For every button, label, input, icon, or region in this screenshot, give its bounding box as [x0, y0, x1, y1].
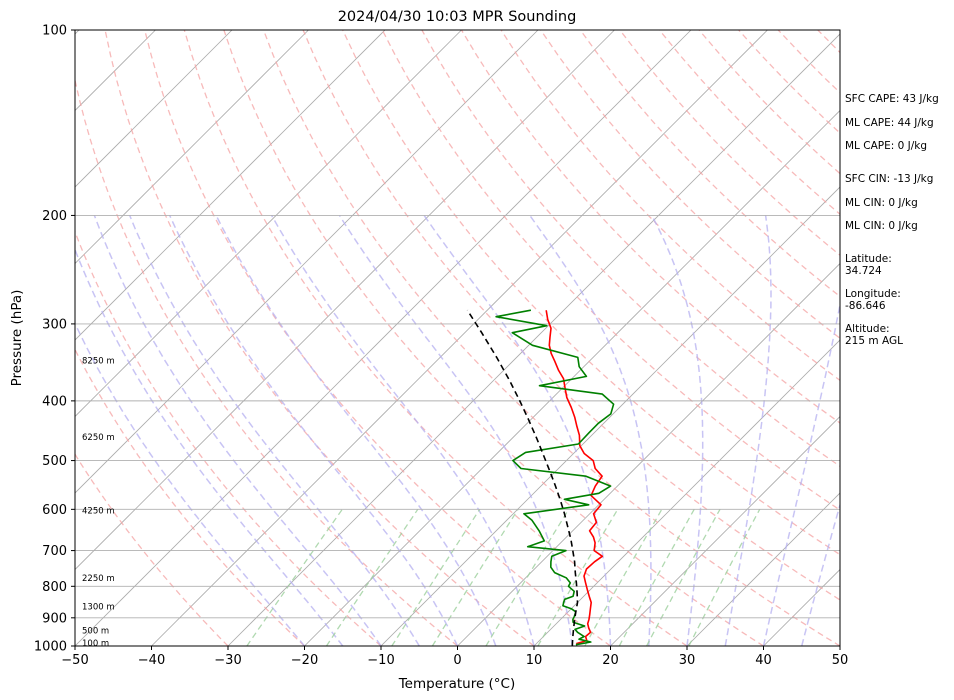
height-label: 4250 m [82, 507, 115, 517]
dry-adiabat [579, 30, 840, 298]
y-tick-label: 800 [42, 580, 67, 595]
isotherm [533, 339, 840, 646]
y-tick-label: 200 [42, 209, 67, 224]
dry-adiabat [183, 30, 688, 646]
y-axis-label: Pressure (hPa) [9, 290, 25, 387]
x-tick-label: −30 [214, 653, 241, 668]
y-tick-label: 400 [42, 394, 67, 409]
stat-item: ML CIN: 0 J/kg [845, 220, 918, 232]
mixing-ratio-line [688, 508, 761, 646]
pressure-gridlines [75, 30, 840, 646]
mixing-ratio-line [431, 508, 519, 646]
y-tick-label: 900 [42, 611, 67, 626]
isotherm [686, 492, 840, 646]
moist-adiabat [75, 321, 306, 646]
dry-adiabat [75, 77, 458, 646]
isotherm [75, 30, 539, 494]
moist-adiabat [724, 215, 772, 646]
dry-adiabat [223, 30, 764, 646]
isotherm [227, 33, 840, 646]
dewpoint-line [495, 309, 615, 646]
stat-item: Longitude: -86.646 [845, 288, 901, 312]
y-tick-label: 1000 [34, 640, 67, 655]
height-label: 2250 m [82, 574, 115, 584]
plot-frame [74, 29, 841, 647]
moist-adiabat [801, 502, 840, 646]
mixing-ratio-line [485, 508, 570, 646]
parcel-line [466, 309, 579, 646]
isotherm [380, 186, 840, 646]
isotherm [75, 30, 233, 188]
height-label: 1300 m [82, 602, 115, 612]
x-tick-label: 10 [526, 653, 543, 668]
temperature-line [545, 310, 604, 645]
y-tick-label: 600 [42, 503, 67, 518]
isotherm [151, 30, 768, 646]
x-tick-label: 40 [755, 653, 772, 668]
stat-item: ML CAPE: 0 J/kg [845, 140, 928, 152]
moist-adiabat [651, 215, 704, 646]
stat-item: Latitude: 34.724 [845, 253, 892, 277]
height-label: 100 m [82, 639, 109, 649]
dry-adiabat [75, 230, 382, 646]
isotherm [75, 30, 462, 418]
isotherm [0, 30, 3, 646]
mixing-ratio-line [646, 508, 721, 646]
y-tick-label: 100 [42, 24, 67, 39]
x-tick-label: −40 [138, 653, 165, 668]
stat-item: ML CIN: 0 J/kg [845, 197, 918, 209]
x-tick-label: −10 [367, 653, 394, 668]
sounding-series [466, 309, 615, 646]
stat-item: Altitude: 215 m AGL [845, 323, 903, 347]
x-tick-label: −20 [291, 653, 318, 668]
stat-item: SFC CIN: -13 J/kg [845, 173, 934, 185]
stat-item: SFC CAPE: 43 J/kg [845, 93, 939, 105]
x-tick-label: 50 [832, 653, 849, 668]
chart-title: 2024/04/30 10:03 MPR Sounding [338, 9, 577, 25]
isotherm [304, 109, 840, 646]
dry-adiabat [262, 30, 840, 646]
dry-adiabat [75, 348, 305, 646]
y-tick-label: 500 [42, 454, 67, 469]
x-tick-label: −50 [61, 653, 88, 668]
y-tick-label: 700 [42, 544, 67, 559]
dry-adiabat [144, 30, 611, 646]
dry-adiabat [104, 30, 535, 646]
height-label: 8250 m [82, 357, 115, 367]
moist-adiabat [169, 215, 459, 646]
isotherm [457, 262, 840, 646]
y-axis-ticks: 100 200 300 400 500 600 700 800 900 1000 [34, 24, 75, 655]
x-tick-label: 30 [679, 653, 696, 668]
moist-adiabat [93, 215, 382, 646]
stat-item: ML CAPE: 44 J/kg [845, 117, 934, 129]
mixing-ratio-line [537, 508, 619, 646]
isotherm [75, 30, 615, 571]
height-label: 6250 m [82, 433, 115, 443]
mixing-ratio-line [246, 508, 343, 646]
isotherm [75, 30, 309, 265]
mixing-ratio-line [584, 508, 663, 646]
moist-adiabat [129, 215, 420, 646]
moist-adiabat [338, 215, 574, 646]
height-label: 500 m [82, 626, 109, 636]
moist-adiabat [762, 300, 840, 646]
dry-adiabat [75, 452, 229, 646]
mixing-ratio-line [391, 508, 481, 646]
x-tick-label: 0 [453, 653, 461, 668]
isotherm [610, 415, 840, 646]
isotherm [75, 30, 692, 646]
background-lines [0, 30, 840, 646]
x-tick-label: 20 [602, 653, 619, 668]
x-axis-label: Temperature (°C) [398, 676, 516, 692]
mixing-ratio-line [618, 508, 695, 646]
y-tick-label: 300 [42, 317, 67, 332]
x-axis-ticks: −50 −40 −30 −20 −10 0 10 20 30 40 50 [61, 646, 848, 668]
isotherm [75, 30, 386, 341]
height-labels: 100 m 500 m 1300 m 2250 m 4250 m 6250 m 8250 m [82, 357, 115, 649]
